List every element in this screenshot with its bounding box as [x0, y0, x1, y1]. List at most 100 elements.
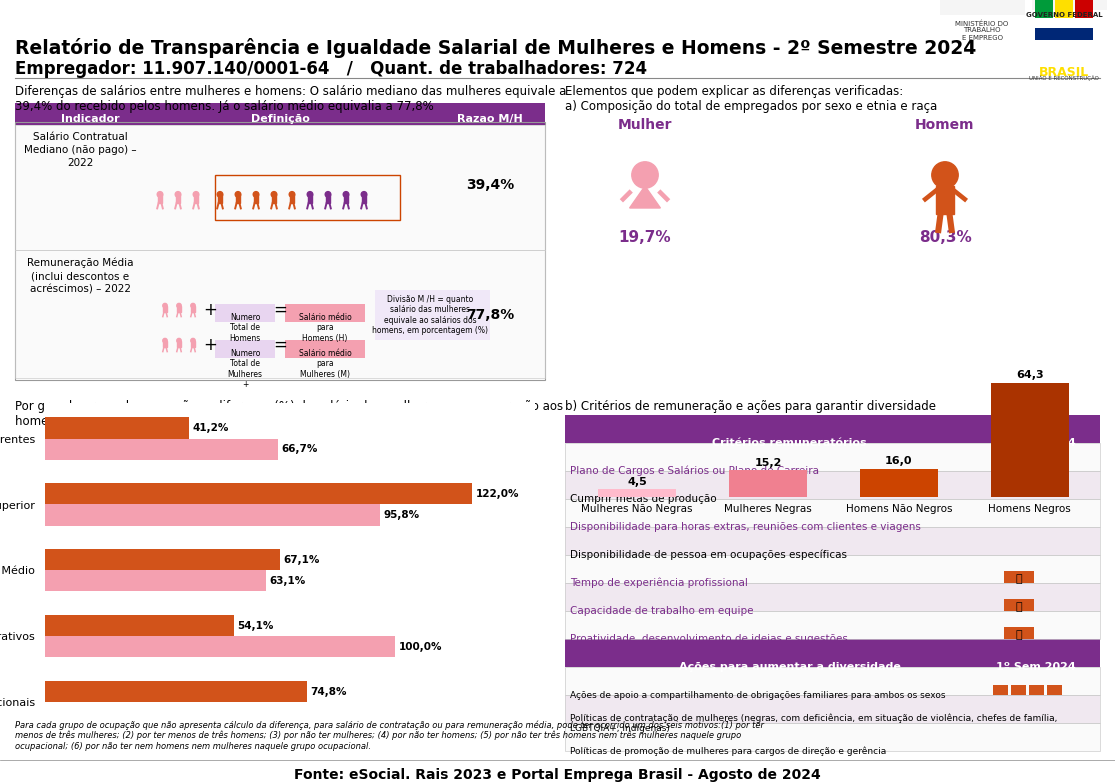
Text: Relatório de Transparência e Igualdade Salarial de Mulheres e Homens - 2º Semest: Relatório de Transparência e Igualdade S… — [14, 38, 977, 58]
Bar — [215, 304, 275, 322]
Bar — [993, 685, 1008, 699]
Text: Disponibilidade para horas extras, reuniões com clientes e viagens: Disponibilidade para horas extras, reuni… — [570, 522, 921, 532]
Bar — [177, 341, 181, 347]
Text: Tempo de experiência profissional: Tempo de experiência profissional — [570, 578, 748, 588]
Bar — [362, 194, 366, 203]
Bar — [194, 194, 198, 203]
Text: 74,8%: 74,8% — [310, 687, 347, 697]
Bar — [729, 471, 807, 497]
Bar — [192, 305, 195, 312]
Circle shape — [235, 192, 241, 197]
Circle shape — [157, 192, 163, 197]
Circle shape — [326, 192, 331, 197]
Bar — [1004, 599, 1034, 615]
Bar — [45, 504, 380, 525]
Text: Mulheres Negras: Mulheres Negras — [724, 504, 812, 514]
Bar — [565, 499, 1101, 527]
Text: Remuneração Média
(inclui descontos e
acréscimos) – 2022: Remuneração Média (inclui descontos e ac… — [27, 258, 134, 295]
Bar — [565, 471, 1101, 499]
Bar — [177, 305, 181, 312]
Bar — [285, 304, 365, 322]
Text: 66,7%: 66,7% — [282, 444, 318, 454]
Text: Mulheres Não Negras: Mulheres Não Negras — [581, 504, 692, 514]
Text: Salário Contratual
Mediano (não pago) –
2022: Salário Contratual Mediano (não pago) – … — [23, 132, 136, 168]
Circle shape — [163, 303, 167, 308]
Text: Divisão M /H = quanto
salário das mulheres
equivale ao salários dos
homens, em p: Divisão M /H = quanto salário das mulher… — [372, 295, 488, 335]
Bar — [565, 583, 1101, 611]
Bar — [14, 122, 545, 380]
Bar — [1029, 685, 1044, 699]
Bar — [375, 290, 489, 340]
Text: 54,1%: 54,1% — [237, 621, 274, 631]
Text: MINISTÉRIO DO
TRABALHO
E EMPREGO: MINISTÉRIO DO TRABALHO E EMPREGO — [956, 20, 1009, 41]
Text: 41,2%: 41,2% — [193, 423, 229, 433]
Text: 100,0%: 100,0% — [398, 642, 442, 651]
Text: Diferenças de salários entre mulheres e homens: O salário mediano das mulheres e: Diferenças de salários entre mulheres e … — [14, 85, 566, 113]
Text: Numero
Total de
Homens: Numero Total de Homens — [230, 313, 261, 343]
Circle shape — [163, 338, 167, 343]
Bar — [308, 194, 312, 203]
Bar — [1004, 571, 1034, 587]
Text: Salário médio
para
Homens (H): Salário médio para Homens (H) — [299, 313, 351, 343]
Text: Homens Não Negros: Homens Não Negros — [845, 504, 952, 514]
Bar — [565, 667, 1101, 695]
Bar — [45, 615, 234, 637]
Bar — [1055, 0, 1073, 18]
Text: 64,3: 64,3 — [1016, 370, 1044, 381]
Text: Para cada grupo de ocupação que não apresenta cálculo da diferença, para salário: Para cada grupo de ocupação que não apre… — [14, 720, 764, 751]
Text: Critérios remuneratórios: Critérios remuneratórios — [712, 438, 867, 448]
Text: Capacidade de trabalho em equipe: Capacidade de trabalho em equipe — [570, 606, 754, 616]
Text: UNIÃO E RECONSTRUÇÃO: UNIÃO E RECONSTRUÇÃO — [1029, 75, 1099, 81]
Bar — [598, 489, 677, 497]
Bar — [295, 422, 313, 432]
Bar — [565, 555, 1101, 583]
Text: Indicador: Indicador — [60, 114, 119, 124]
Bar — [236, 194, 240, 203]
Circle shape — [175, 192, 181, 197]
Bar — [14, 250, 545, 378]
Text: Elementos que podem explicar as diferenças verificadas:
a) Composição do total d: Elementos que podem explicar as diferenç… — [565, 85, 938, 113]
Text: 67,1%: 67,1% — [283, 555, 320, 565]
Bar — [215, 175, 400, 220]
Bar — [192, 341, 195, 347]
Text: Disponibilidade de pessoa em ocupações específicas: Disponibilidade de pessoa em ocupações e… — [570, 550, 847, 561]
Bar — [164, 305, 166, 312]
Bar — [860, 469, 938, 497]
Text: Homem: Homem — [915, 118, 975, 132]
Circle shape — [253, 192, 259, 197]
Circle shape — [177, 303, 182, 308]
Bar — [565, 695, 1101, 723]
Text: 🔒: 🔒 — [1016, 630, 1022, 640]
Text: Salário médio
para
Mulheres (M): Salário médio para Mulheres (M) — [299, 349, 351, 379]
Bar — [565, 583, 1101, 611]
Bar — [565, 639, 1101, 667]
Text: 122,0%: 122,0% — [476, 489, 520, 499]
Text: 77,8%: 77,8% — [466, 308, 514, 322]
Bar — [565, 499, 1101, 527]
Bar — [45, 483, 472, 504]
Bar — [1032, 0, 1107, 10]
Bar — [1035, 0, 1053, 18]
Circle shape — [177, 338, 182, 343]
Text: Numero
Total de
Mulheres
+: Numero Total de Mulheres + — [227, 349, 262, 389]
Bar — [176, 194, 181, 203]
Text: 15,2: 15,2 — [755, 457, 782, 467]
Circle shape — [191, 338, 195, 343]
Bar — [565, 443, 1101, 471]
Bar — [1004, 627, 1034, 643]
Bar — [14, 250, 545, 378]
Bar — [565, 471, 1101, 499]
Text: 1º Sem 2024: 1º Sem 2024 — [996, 438, 1076, 448]
Text: 1º Sem 2024: 1º Sem 2024 — [996, 662, 1076, 672]
Text: Ações para aumentar a diversidade: Ações para aumentar a diversidade — [679, 662, 901, 672]
Bar — [565, 723, 1101, 751]
Bar — [343, 194, 348, 203]
Bar — [565, 527, 1101, 555]
Text: =: = — [273, 301, 287, 319]
Bar — [290, 194, 294, 203]
Bar — [937, 186, 953, 214]
Bar — [215, 340, 275, 358]
Text: b) Critérios de remuneração e ações para garantir diversidade: b) Critérios de remuneração e ações para… — [565, 400, 935, 413]
Text: 🔒: 🔒 — [1016, 462, 1022, 472]
Circle shape — [217, 192, 223, 197]
